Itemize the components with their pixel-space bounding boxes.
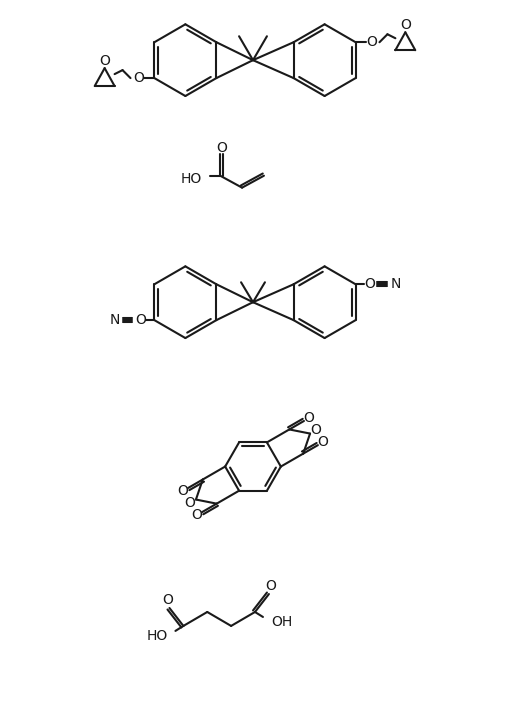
Text: O: O	[133, 71, 143, 85]
Text: OH: OH	[270, 615, 291, 629]
Text: O: O	[191, 508, 202, 522]
Text: O: O	[184, 496, 195, 510]
Text: O: O	[365, 35, 376, 49]
Text: O: O	[99, 54, 110, 68]
Text: O: O	[364, 277, 374, 291]
Text: O: O	[303, 411, 314, 425]
Text: N: N	[109, 313, 120, 327]
Text: O: O	[310, 423, 321, 437]
Text: HO: HO	[181, 172, 202, 186]
Text: O: O	[162, 593, 173, 607]
Text: O: O	[265, 579, 276, 593]
Text: O: O	[216, 141, 227, 155]
Text: O: O	[177, 484, 188, 498]
Text: N: N	[389, 277, 400, 291]
Text: O: O	[135, 313, 145, 327]
Text: O: O	[317, 435, 328, 449]
Text: O: O	[399, 18, 410, 33]
Text: HO: HO	[146, 629, 167, 643]
